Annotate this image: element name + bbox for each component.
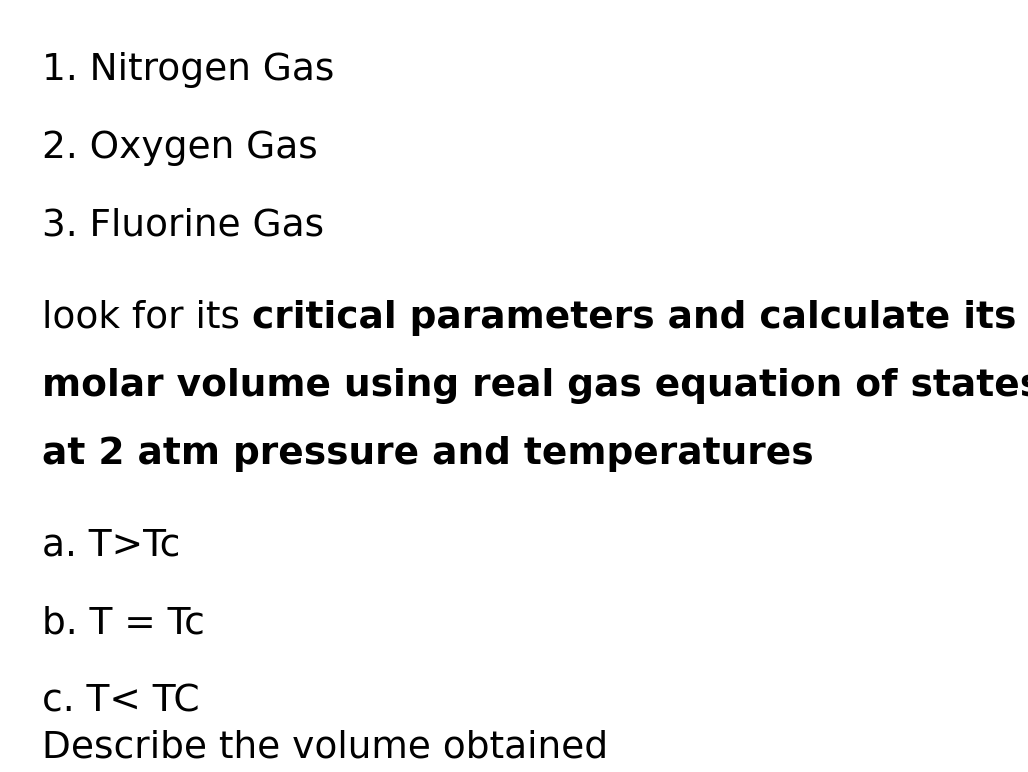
Text: Describe the volume obtained: Describe the volume obtained bbox=[42, 730, 609, 766]
Text: 2. Oxygen Gas: 2. Oxygen Gas bbox=[42, 130, 318, 166]
Text: 1. Nitrogen Gas: 1. Nitrogen Gas bbox=[42, 52, 334, 88]
Text: look for its: look for its bbox=[42, 300, 252, 336]
Text: molar volume using real gas equation of states: molar volume using real gas equation of … bbox=[42, 368, 1028, 404]
Text: a. T>Tc: a. T>Tc bbox=[42, 528, 180, 564]
Text: c. T< TC: c. T< TC bbox=[42, 684, 199, 720]
Text: 3. Fluorine Gas: 3. Fluorine Gas bbox=[42, 208, 324, 244]
Text: at 2 atm pressure and temperatures: at 2 atm pressure and temperatures bbox=[42, 436, 813, 472]
Text: critical parameters and calculate its: critical parameters and calculate its bbox=[252, 300, 1017, 336]
Text: b. T = Tc: b. T = Tc bbox=[42, 606, 205, 642]
